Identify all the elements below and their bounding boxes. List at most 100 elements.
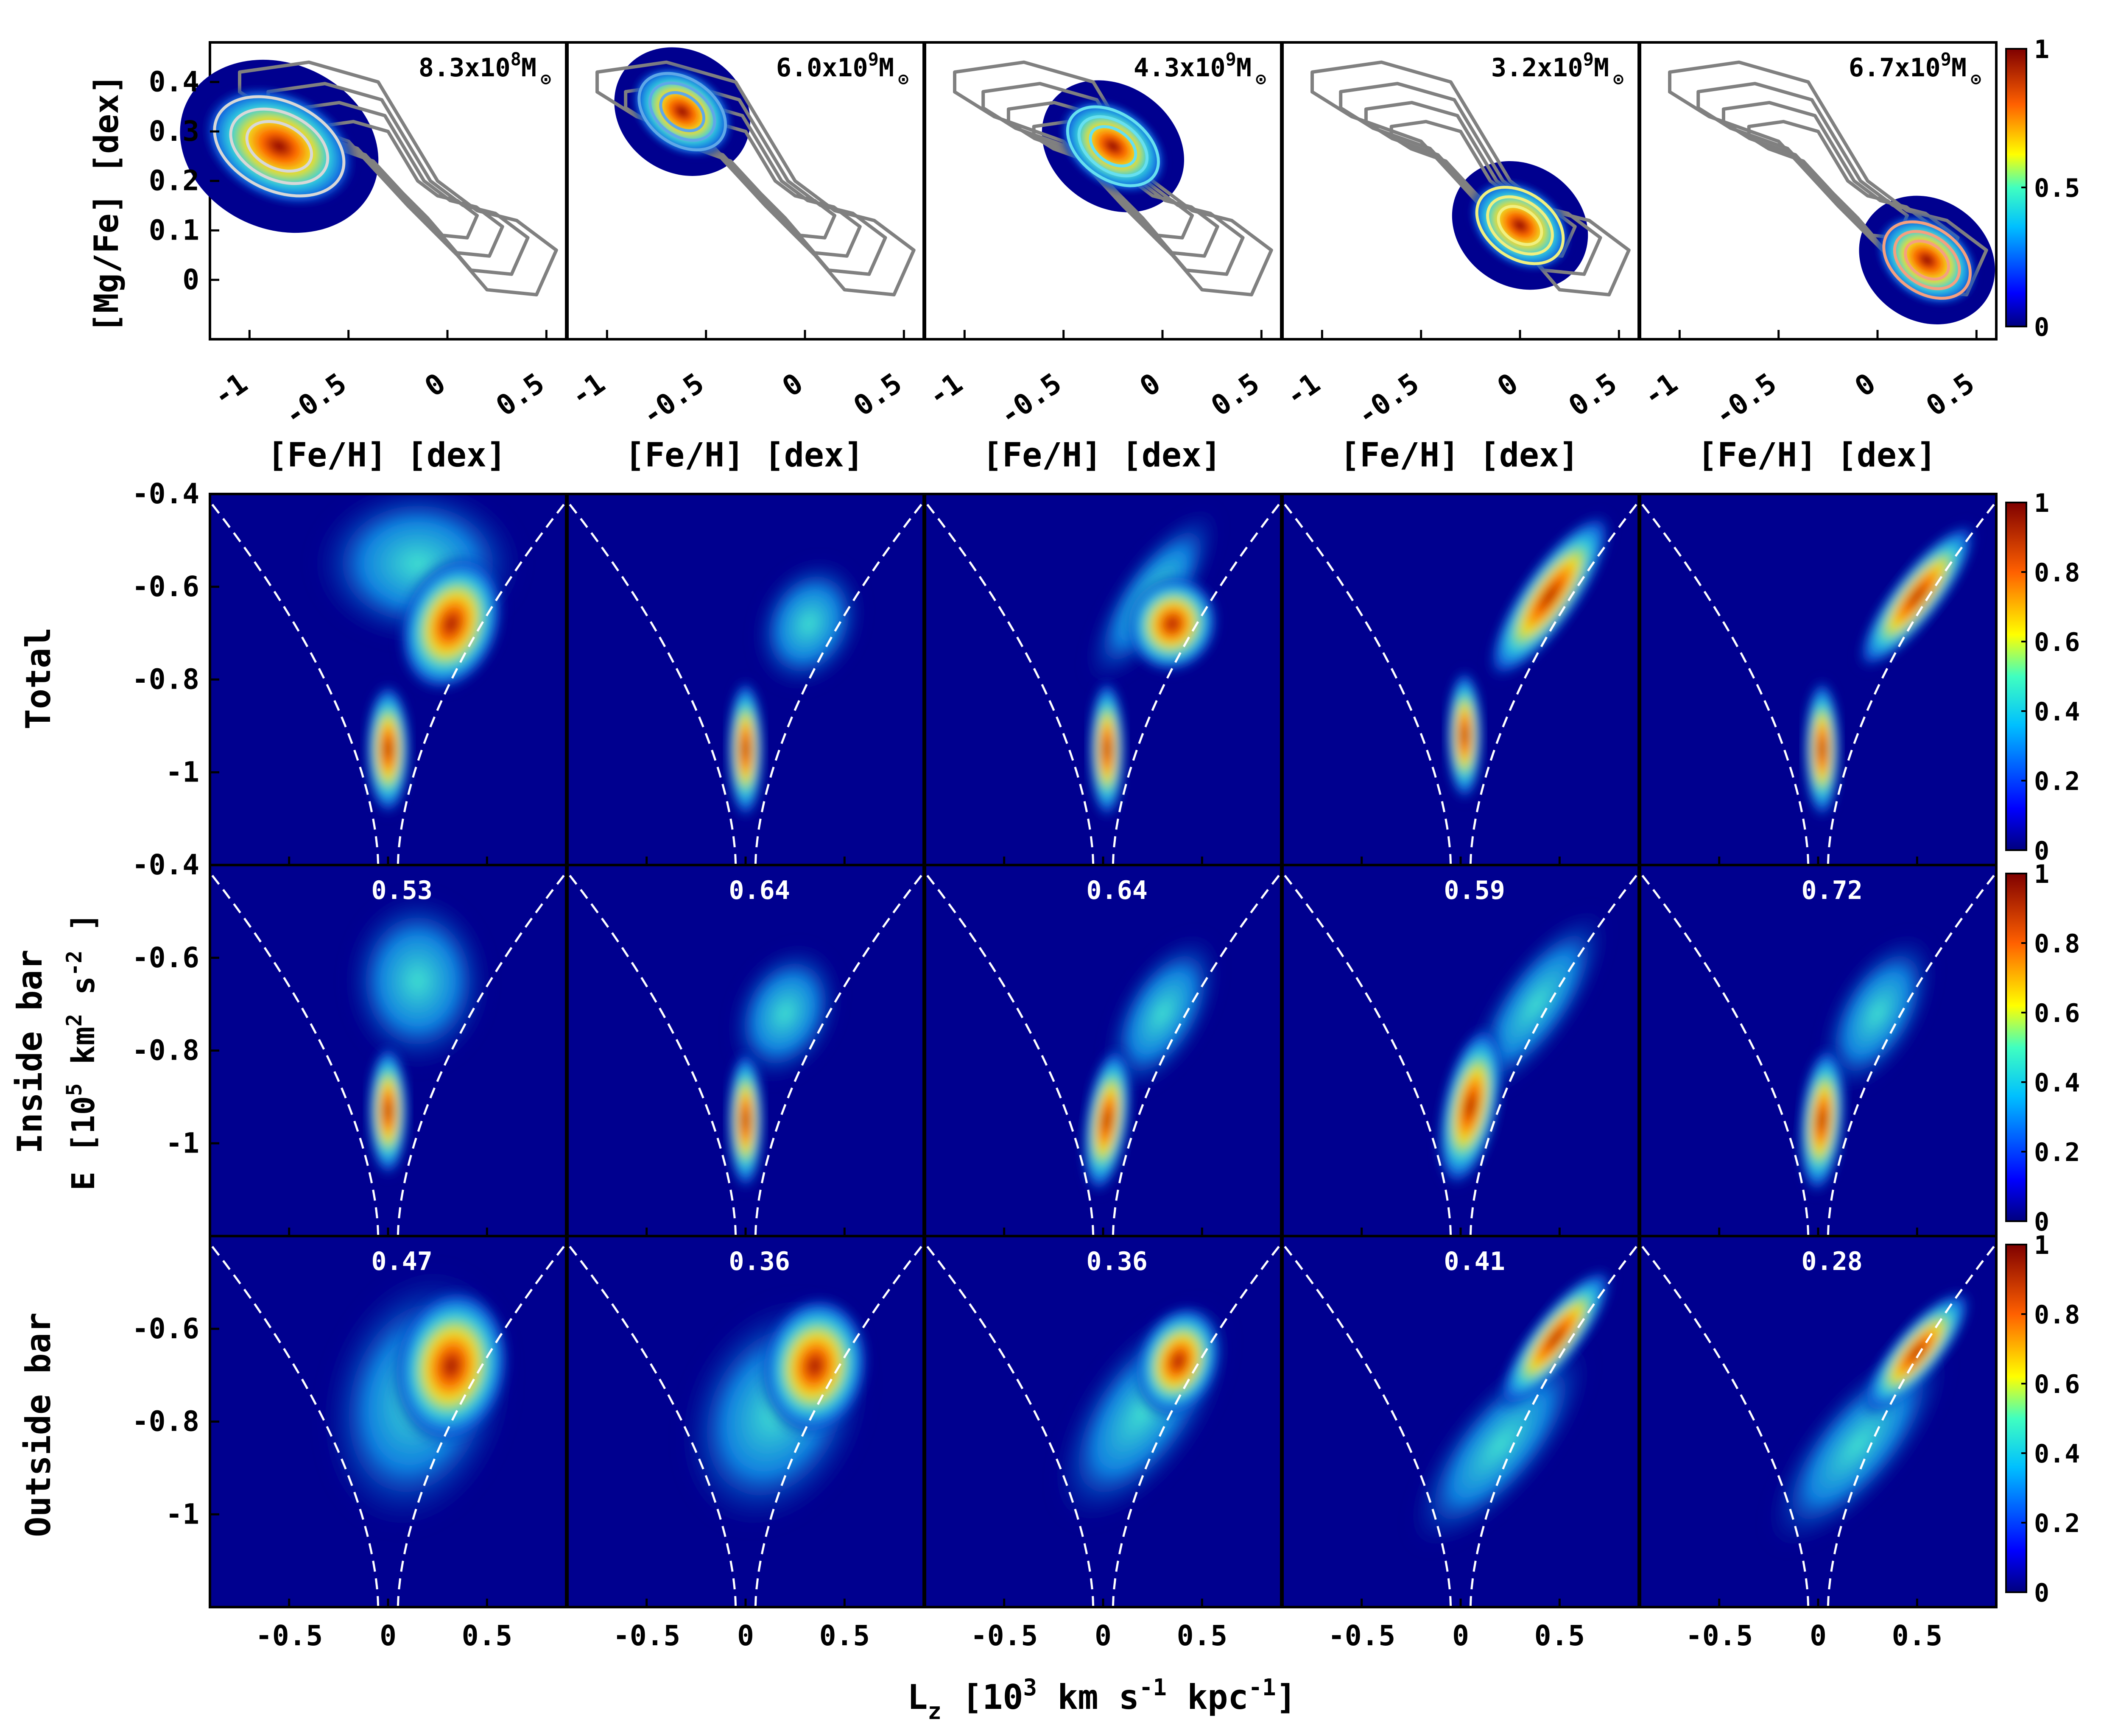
- x-tick-label: -1: [1637, 367, 1683, 413]
- x-tick-label: 0: [1491, 367, 1524, 403]
- circular-orbit-curve-left: [1283, 871, 1452, 1236]
- density-blob: [1445, 667, 1484, 803]
- x-tick-label: 0.5: [1892, 1619, 1942, 1652]
- energy-ylabel: E [105 km2 s-2 ]: [62, 913, 102, 1190]
- fraction-label: 0.53: [371, 876, 433, 905]
- fraction-label: 0.59: [1444, 876, 1505, 905]
- x-tick-label: 0: [380, 1619, 397, 1652]
- y-tick-label: 0: [182, 263, 199, 296]
- fraction-label: 0.64: [729, 876, 790, 905]
- x-tick-label: -0.5: [1351, 367, 1425, 432]
- x-tick-label: 0: [1095, 1619, 1112, 1652]
- x-tick-label: -0.5: [255, 1619, 323, 1652]
- colorbar-tick-label: 0.6: [2034, 628, 2080, 657]
- density-blob: [341, 888, 494, 1075]
- y-tick-label: 0.1: [149, 214, 199, 246]
- circular-orbit-curve-left: [925, 1242, 1095, 1607]
- y-tick-label: -1: [166, 756, 199, 788]
- energy-panel-r2-c2: 0.64: [566, 864, 925, 1237]
- y-tick-label: 0.2: [149, 165, 199, 197]
- density-blob: [726, 1048, 765, 1192]
- density-blob: [1861, 1288, 1973, 1416]
- gaussian-ellipse: [245, 120, 313, 173]
- gaussian-ellipse: [1893, 230, 1961, 290]
- x-tick-label: -1: [922, 367, 968, 413]
- sun-symbol: ⊙: [1256, 70, 1266, 89]
- energy-panel-r3-c3: 0.36 -0.5 0 0.5: [924, 1235, 1283, 1652]
- gray-contour: [1339, 82, 1602, 276]
- energy-panel-r3-c5: 0.28 -0.5 0 0.5: [1639, 1235, 1998, 1652]
- x-tick-label: 0.5: [1205, 367, 1266, 422]
- x-tick-label: 0: [737, 1619, 754, 1652]
- mass-label: 3.2x109M: [1491, 49, 1609, 83]
- x-tick-label: -1: [1280, 367, 1326, 413]
- mass-label: 6.7x109M: [1849, 49, 1967, 83]
- gaussian-ellipse: [229, 107, 330, 185]
- circular-orbit-curve-left: [567, 500, 737, 865]
- colorbar-tick-label: 0: [2034, 1578, 2049, 1608]
- colorbar-tick-label: 1: [2034, 860, 2049, 889]
- y-tick-label: 0.3: [149, 115, 199, 148]
- colorbar-tick-label: 0.8: [2034, 558, 2080, 588]
- density-blob: [1088, 677, 1126, 821]
- circular-orbit-curve-right: [397, 1242, 566, 1607]
- colorbar-tick-label: 0.4: [2034, 1439, 2080, 1469]
- x-tick-label: -0.5: [278, 367, 352, 432]
- circular-orbit-curve-left: [210, 1242, 380, 1607]
- y-tick-label: 0.4: [149, 65, 199, 98]
- mass-label: 4.3x109M: [1134, 49, 1252, 83]
- fraction-label: 0.72: [1801, 876, 1863, 905]
- gaussian-ellipse: [1486, 195, 1554, 256]
- y-tick-label: -1: [166, 1498, 199, 1530]
- energy-panel-r2-c4: 0.59: [1281, 864, 1640, 1237]
- colorbar-tick-label: 0.4: [2034, 1068, 2080, 1098]
- x-tick-label: 0: [1134, 367, 1166, 403]
- colorbar-tick-label: 0.2: [2034, 1138, 2080, 1167]
- fraction-label: 0.47: [371, 1247, 433, 1276]
- circular-orbit-curve-right: [754, 500, 924, 865]
- x-tick-label: -0.5: [970, 1619, 1038, 1652]
- circular-orbit-curve-left: [1283, 500, 1452, 865]
- density-blob: [1486, 511, 1613, 681]
- circular-orbit-curve-left: [1640, 500, 1810, 865]
- top-panel-4: 3.2x109M ⊙ -1 -0.5 0 0.5: [1280, 41, 1640, 432]
- colorbar-tick-label: 0.2: [2034, 1509, 2080, 1538]
- circular-orbit-curve-right: [397, 871, 566, 1236]
- density-blob: [1497, 1266, 1614, 1410]
- x-tick-label: -0.5: [993, 367, 1067, 432]
- circular-orbit-curve-right: [754, 1242, 924, 1607]
- row-label-inside: Inside bar: [10, 949, 50, 1154]
- energy-panels: -0.4 -0.6 -0.8 -1 1 0.8 0.6 0.4 0.2 0 0.53 0.64 0.64…: [132, 477, 2080, 1652]
- fraction-label: 0.28: [1801, 1247, 1863, 1276]
- fraction-label: 0.36: [1086, 1247, 1148, 1276]
- x-tick-label: 0.5: [1534, 1619, 1585, 1652]
- density-blob: [1856, 521, 1978, 671]
- fraction-label: 0.36: [729, 1247, 790, 1276]
- density-blob: [726, 940, 845, 1087]
- density-blob: [750, 554, 868, 693]
- energy-panel-r3-c4: 0.41 -0.5 0 0.5: [1281, 1235, 1640, 1652]
- energy-panel-r1-c3: [924, 493, 1283, 866]
- colorbar-tick-label: 0.8: [2034, 929, 2080, 959]
- colorbar-row: [2005, 502, 2027, 851]
- energy-panel-r1-c1: [209, 493, 567, 866]
- energy-panel-r2-c5: 0.72: [1639, 864, 1998, 1237]
- colorbar-tick-label: 1: [2034, 35, 2049, 64]
- x-tick-label: -0.5: [1328, 1619, 1395, 1652]
- circular-orbit-curve-right: [1469, 1242, 1639, 1607]
- colorbar-row: [2005, 873, 2027, 1222]
- x-tick-label: 0.5: [848, 367, 908, 422]
- y-tick-label: -0.6: [132, 941, 199, 974]
- sun-symbol: ⊙: [1971, 70, 1981, 89]
- x-tick-label: 0.5: [1920, 367, 1981, 422]
- circular-orbit-curve-right: [397, 500, 566, 865]
- x-tick-label: -0.5: [613, 1619, 680, 1652]
- gaussian-ellipse: [637, 72, 727, 151]
- mass-label: 8.3x108M: [419, 49, 536, 83]
- lz-xlabel: Lz [103 km s-1 kpc-1]: [907, 1674, 1296, 1725]
- gaussian-ellipse: [1882, 220, 1972, 300]
- density-blob: [1816, 929, 1939, 1098]
- density-blob: [726, 677, 765, 821]
- y-tick-label: -0.4: [132, 848, 199, 881]
